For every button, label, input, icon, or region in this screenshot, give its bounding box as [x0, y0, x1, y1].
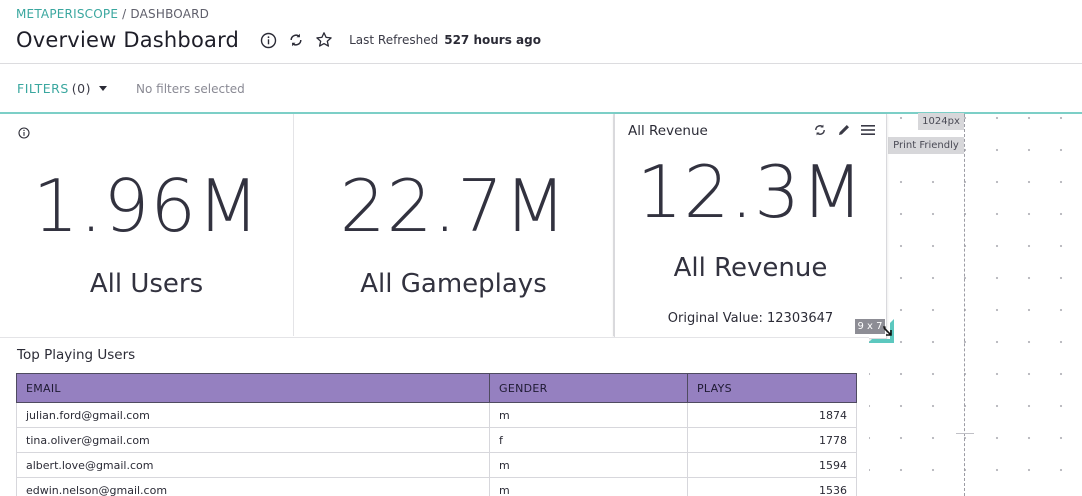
- last-refreshed-value: 527 hours ago: [444, 33, 541, 47]
- cell-gender: f: [489, 427, 688, 453]
- info-icon[interactable]: [18, 124, 30, 139]
- edit-icon[interactable]: [836, 122, 852, 138]
- cell-plays: 1874: [687, 402, 857, 428]
- tile-all-gameplays[interactable]: 22.7M All Gameplays: [294, 114, 614, 336]
- metric-value: 1.96M: [32, 164, 261, 248]
- cell-gender: m: [489, 402, 688, 428]
- page-width-guide: [964, 114, 965, 496]
- metric-label: All Users: [89, 269, 204, 299]
- metric-value: 12.3M: [636, 150, 865, 234]
- last-refreshed-label: Last Refreshed: [349, 33, 439, 47]
- metric-value: 22.7M: [339, 164, 568, 248]
- table-row: albert.love@gmail.com m 1594: [16, 452, 857, 478]
- cell-plays: 1594: [687, 452, 857, 478]
- original-value: Original Value: 12303647: [667, 311, 834, 326]
- cell-email: albert.love@gmail.com: [16, 452, 490, 478]
- table-row: julian.ford@gmail.com m 1874: [16, 402, 857, 428]
- column-header-plays[interactable]: PLAYS: [687, 373, 857, 403]
- table-row: edwin.nelson@gmail.com m 1536: [16, 477, 857, 496]
- breadcrumb: METAPERISCOPE / DASHBOARD: [16, 7, 209, 21]
- breadcrumb-page: DASHBOARD: [130, 7, 210, 21]
- menu-icon[interactable]: [860, 122, 876, 138]
- cell-email: edwin.nelson@gmail.com: [16, 477, 490, 496]
- cell-email: julian.ford@gmail.com: [16, 402, 490, 428]
- dashboard-header: METAPERISCOPE / DASHBOARD Overview Dashb…: [0, 0, 1082, 64]
- tile-toolbar: [812, 122, 876, 138]
- filters-label: FILTERS: [17, 81, 69, 96]
- filters-status: No filters selected: [136, 82, 245, 96]
- filters-bar: FILTERS (0) No filters selected: [0, 64, 1082, 113]
- refresh-icon[interactable]: [812, 122, 828, 138]
- grid-crosshair: [956, 433, 974, 434]
- filters-count: (0): [71, 81, 91, 96]
- metric-label: All Revenue: [673, 253, 828, 283]
- cell-plays: 1536: [687, 477, 857, 496]
- tile-all-users[interactable]: 1.96M All Users: [0, 114, 294, 336]
- resize-handle[interactable]: [866, 317, 898, 347]
- dashboard-canvas-grid: [868, 114, 1082, 496]
- caret-down-icon: [99, 86, 107, 91]
- tile-title: Top Playing Users: [17, 347, 136, 363]
- table-header-row: EMAIL GENDER PLAYS: [16, 373, 857, 403]
- refresh-icon[interactable]: [287, 31, 305, 49]
- tile-title: All Revenue: [628, 123, 708, 139]
- tile-all-revenue[interactable]: All Revenue 12.3M All Revenue Original V…: [614, 114, 887, 339]
- header-divider: [0, 63, 1082, 64]
- breadcrumb-app-link[interactable]: METAPERISCOPE: [16, 7, 119, 21]
- table-row: tina.oliver@gmail.com f 1778: [16, 427, 857, 453]
- tile-size-badge: 9 x 7: [855, 319, 885, 334]
- filters-divider: [0, 112, 1082, 114]
- metric-label: All Gameplays: [360, 269, 547, 299]
- breadcrumb-separator: /: [118, 7, 131, 21]
- info-icon[interactable]: [259, 31, 277, 49]
- print-friendly-tag[interactable]: Print Friendly: [888, 137, 964, 154]
- cell-gender: m: [489, 452, 688, 478]
- filters-dropdown-button[interactable]: FILTERS (0): [17, 81, 107, 96]
- star-icon[interactable]: [315, 31, 333, 49]
- tile-top-playing-users[interactable]: Top Playing Users EMAIL GENDER PLAYS jul…: [0, 337, 869, 496]
- cell-email: tina.oliver@gmail.com: [16, 427, 490, 453]
- cell-plays: 1778: [687, 427, 857, 453]
- page-width-tag: 1024px: [918, 113, 964, 130]
- column-header-gender[interactable]: GENDER: [489, 373, 688, 403]
- column-header-email[interactable]: EMAIL: [16, 373, 490, 403]
- page-title: Overview Dashboard: [16, 28, 240, 52]
- title-row: Overview Dashboard Last Refreshed 527 ho…: [16, 25, 541, 55]
- users-table: EMAIL GENDER PLAYS julian.ford@gmail.com…: [16, 373, 857, 496]
- cell-gender: m: [489, 477, 688, 496]
